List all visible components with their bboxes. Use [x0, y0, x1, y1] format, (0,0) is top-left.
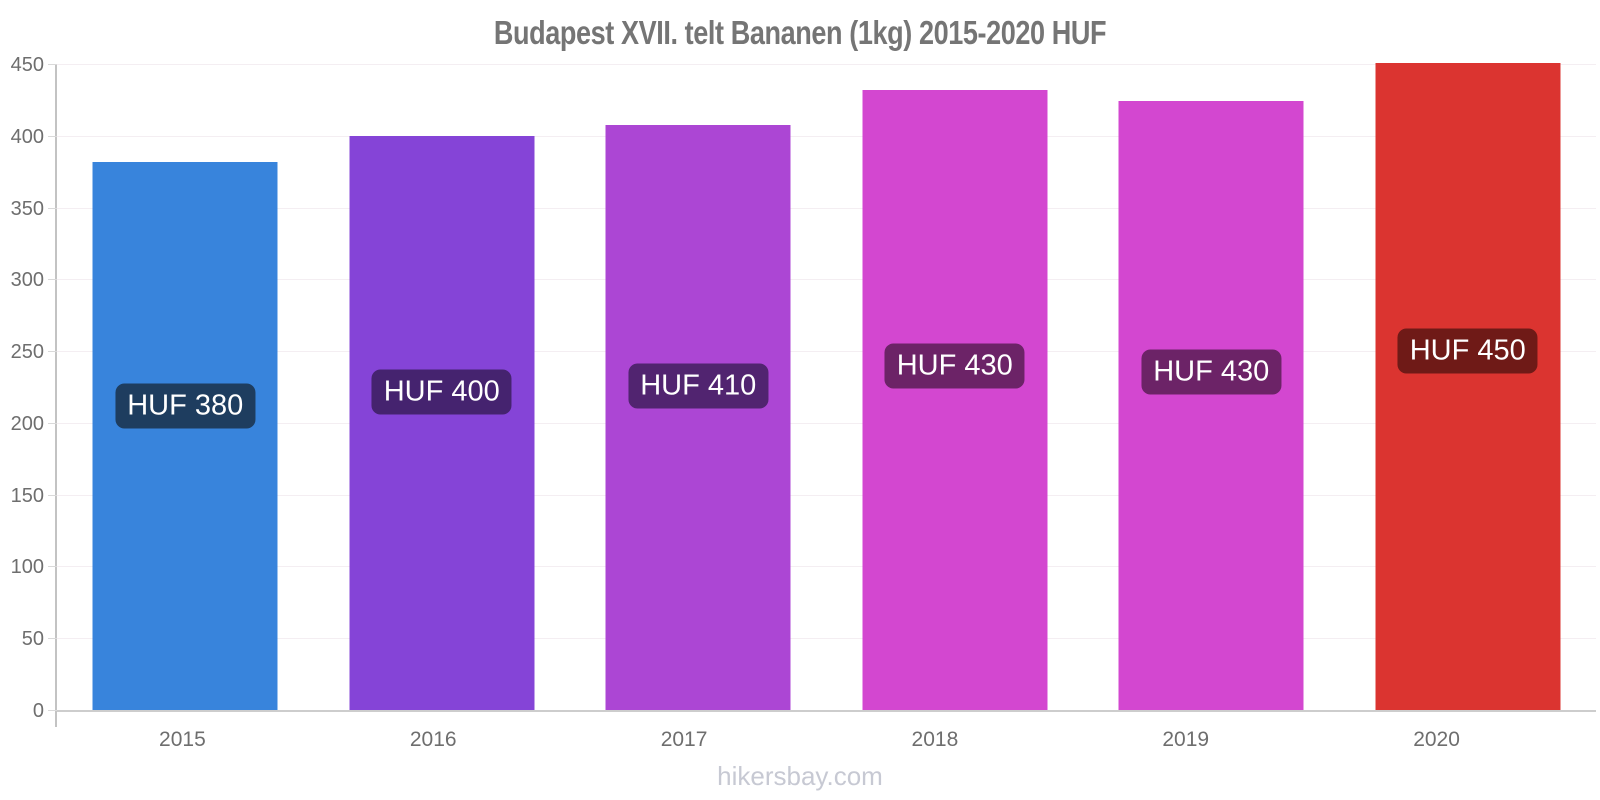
x-axis-line [57, 710, 1596, 712]
gridline [57, 494, 1596, 496]
y-axis-tick [48, 710, 57, 711]
gridline [57, 279, 1596, 281]
y-tick-label: 300 [10, 269, 44, 292]
x-tick-label-2017: 2017 [660, 728, 708, 751]
bar-value-label: HUF 380 [115, 383, 256, 429]
y-tick-label: 50 [21, 628, 44, 651]
bar-2016[interactable]: HUF 400 [349, 136, 535, 711]
gridline [57, 64, 1596, 65]
gridline [57, 135, 1596, 137]
bar-value-label: HUF 400 [371, 369, 512, 415]
plot-area: HUF 380 HUF 400 HUF 410 HUF 430 HUF 430 HUF 4… [48, 62, 1597, 727]
bar-slot-2017: HUF 410 [570, 65, 827, 711]
y-tick-label: 100 [10, 556, 44, 579]
y-tick-label: 450 [10, 54, 44, 76]
x-tick-label-2018: 2018 [911, 728, 959, 751]
bar-slot-2018: HUF 430 [827, 65, 1084, 711]
y-axis-tick [48, 207, 57, 209]
gridline [57, 422, 1596, 424]
y-tick-label: 400 [10, 125, 44, 148]
x-tick-label-2020: 2020 [1413, 728, 1460, 751]
bar-2019[interactable]: HUF 430 [1118, 100, 1304, 711]
y-axis-tick [48, 566, 57, 568]
bar-slot-2020: HUF 450 [1340, 62, 1597, 711]
y-axis-tick [48, 351, 57, 353]
bar-2017[interactable]: HUF 410 [605, 125, 791, 711]
bar-slot-2019: HUF 430 [1083, 65, 1340, 711]
y-tick-label: 150 [10, 484, 44, 507]
chart-title: Budapest XVII. telt Bananen (1kg) 2015-2… [493, 14, 1107, 51]
bar-2018[interactable]: HUF 430 [862, 90, 1048, 711]
gridline [57, 566, 1596, 568]
y-tick-label: 200 [10, 412, 44, 435]
bars-row: HUF 380 HUF 400 HUF 410 HUF 430 HUF 430 HUF 4… [57, 62, 1597, 711]
x-tick-label-2019: 2019 [1162, 728, 1210, 751]
y-tick-label: 0 [32, 700, 44, 722]
bar-value-label: HUF 430 [884, 343, 1025, 389]
bar-2015[interactable]: HUF 380 [92, 161, 278, 711]
y-axis-tick [48, 494, 57, 496]
bar-value-label: HUF 430 [1141, 349, 1282, 395]
y-tick-label: 350 [10, 197, 44, 220]
footer-watermark: hikersbay.com [717, 761, 883, 791]
y-axis-tick [48, 135, 57, 137]
bar-value-label: HUF 410 [628, 363, 769, 409]
y-axis-labels: 0 50 100 150 200 250 300 350 400 450 [0, 55, 44, 721]
y-axis-tick [48, 64, 57, 65]
bar-2020[interactable]: HUF 450 [1375, 62, 1561, 711]
bar-slot-2015: HUF 380 [57, 65, 314, 711]
x-tick-label-2015: 2015 [159, 728, 206, 751]
x-axis-labels: 2015 2016 2017 2018 2019 2020 [57, 726, 1562, 754]
y-axis-tick [48, 279, 57, 281]
y-axis-line [55, 65, 57, 727]
y-tick-label: 250 [10, 341, 44, 364]
gridline [57, 207, 1596, 209]
bar-value-label: HUF 450 [1397, 328, 1538, 374]
y-axis-tick [48, 422, 57, 424]
gridline [57, 638, 1596, 640]
y-axis-tick [48, 638, 57, 640]
x-tick-label-2016: 2016 [409, 728, 457, 751]
bar-slot-2016: HUF 400 [314, 65, 571, 711]
gridline [57, 351, 1596, 353]
